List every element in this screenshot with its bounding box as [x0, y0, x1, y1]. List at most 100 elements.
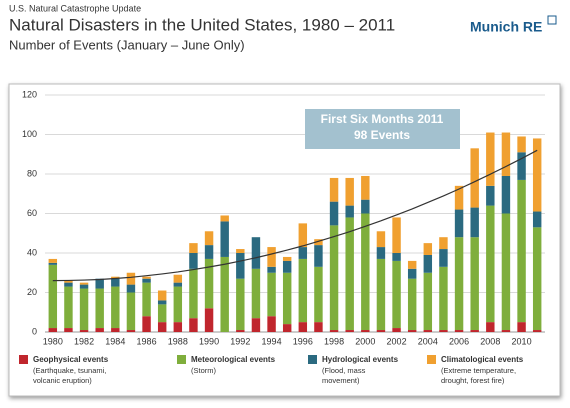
bar-segment — [48, 258, 58, 263]
bar-segment — [48, 328, 58, 332]
bar-segment — [517, 136, 526, 153]
bar-segment — [532, 211, 542, 228]
bar-segment — [423, 254, 433, 273]
bar-segment — [79, 330, 89, 332]
x-tick-label: 2008 — [480, 336, 500, 346]
bar-segment — [470, 148, 479, 208]
bar-segment — [282, 260, 292, 273]
legend-description: volcanic eruption) — [33, 376, 92, 385]
bar-segment — [267, 247, 276, 267]
bar-segment — [79, 282, 89, 285]
legend-label: Geophysical events — [33, 355, 109, 364]
x-tick-label: 2004 — [418, 336, 438, 346]
bar-segment — [376, 247, 386, 259]
bar-segment — [95, 278, 104, 289]
legend-description: (Earthquake, tsunami, — [33, 366, 106, 375]
bar-segment — [501, 132, 511, 176]
bar-segment — [345, 330, 354, 332]
bar-segment — [236, 330, 245, 332]
bar-segment — [392, 328, 401, 332]
bar-segment — [298, 223, 308, 248]
bar-segment — [329, 225, 339, 331]
bar-segment — [345, 217, 354, 331]
x-tick-label: 1998 — [324, 336, 344, 346]
bar-segment — [486, 322, 495, 332]
legend-description: drought, forest fire) — [441, 376, 505, 385]
bar-segment — [220, 256, 229, 332]
bar-segment — [111, 276, 120, 279]
bar-segment — [111, 328, 120, 332]
bar-segment — [204, 245, 214, 259]
x-tick-label: 1984 — [105, 336, 125, 346]
bar-segment — [126, 292, 136, 331]
bar-segment — [361, 175, 370, 200]
bar-segment — [48, 264, 58, 329]
bar-segment — [157, 304, 167, 323]
bar-segment — [189, 318, 198, 332]
bar-segment — [407, 278, 417, 331]
bar-segment — [220, 221, 229, 257]
bar-segment — [142, 316, 151, 332]
bar-segment — [236, 249, 245, 253]
x-tick-label: 1994 — [262, 336, 282, 346]
y-tick-label: 0 — [32, 326, 37, 336]
bar-segment — [376, 231, 386, 248]
bar-segment — [298, 258, 308, 323]
bar-segment — [361, 213, 370, 331]
x-tick-label: 1990 — [199, 336, 219, 346]
legend-description: (Flood, mass — [322, 366, 366, 375]
bar-segment — [470, 237, 479, 331]
bar-segment — [282, 324, 292, 332]
bar-segment — [64, 280, 73, 283]
bar-segment — [454, 185, 464, 210]
bar-segment — [392, 217, 401, 253]
bar-segment — [267, 266, 276, 273]
x-tick-label: 1986 — [137, 336, 157, 346]
bar-segment — [204, 258, 214, 309]
bar-segment — [423, 330, 433, 332]
logo-mark — [547, 15, 557, 25]
legend-swatch — [427, 355, 436, 364]
x-tick-label: 1988 — [168, 336, 188, 346]
annotation-box — [305, 109, 460, 149]
bar-segment — [361, 330, 370, 332]
bar-segment — [392, 260, 401, 329]
bar-segment — [126, 330, 136, 332]
bar-segment — [345, 205, 354, 218]
legend-label: Meteorological events — [191, 355, 276, 364]
bar-segment — [111, 286, 120, 329]
bar-segment — [173, 286, 183, 323]
chart-subtitle: Number of Events (January – June Only) — [9, 37, 245, 52]
legend-description: (Storm) — [191, 366, 217, 375]
bar-segment — [236, 253, 245, 279]
x-tick-label: 1992 — [230, 336, 250, 346]
bar-segment — [157, 290, 167, 301]
bar-segment — [532, 227, 542, 331]
bar-segment — [454, 209, 464, 238]
y-tick-label: 120 — [22, 89, 37, 99]
chart-frame — [8, 83, 561, 397]
bar-segment — [361, 199, 370, 214]
logo: Munich RE — [470, 19, 542, 35]
bar-segment — [157, 322, 167, 332]
x-tick-label: 2000 — [355, 336, 375, 346]
bar-segment — [220, 215, 229, 222]
bar-segment — [439, 330, 448, 332]
bar-segment — [298, 247, 308, 259]
bar-segment — [267, 316, 276, 332]
bar-segment — [439, 237, 448, 250]
annotation: First Six Months 2011 — [321, 112, 444, 126]
legend-swatch — [19, 355, 28, 364]
annotation: 98 Events — [354, 128, 410, 142]
bar-segment — [517, 322, 526, 332]
bar-segment — [486, 132, 495, 186]
bar-segment — [189, 243, 198, 253]
bar-segment — [314, 266, 323, 323]
bar-segment — [251, 237, 261, 269]
bar-segment — [64, 328, 73, 332]
bar-segment — [189, 268, 198, 319]
legend-label: Hydrological events — [322, 355, 399, 364]
bar-segment — [376, 330, 386, 332]
bar-segment — [142, 276, 151, 279]
